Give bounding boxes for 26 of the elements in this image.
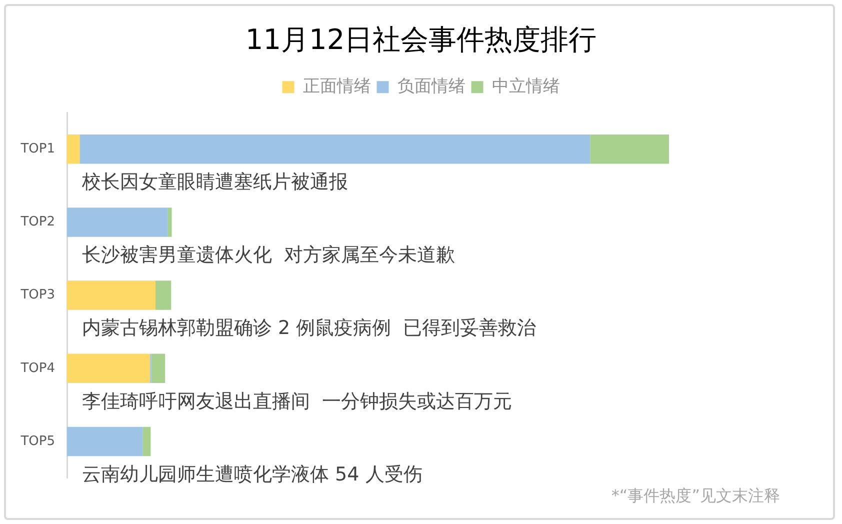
y-tick-label: TOP2: [20, 214, 55, 230]
legend-label: 中立情绪: [492, 76, 560, 97]
bar: [67, 280, 156, 310]
annotation: 李佳琦呼吁网友退出直播间 一分钟损失或达百万元: [82, 390, 512, 412]
bar: [67, 134, 80, 164]
bar: [67, 208, 168, 237]
bar: [590, 134, 669, 164]
annotation: 校长因女童眼睛遭塞纸片被通报: [81, 171, 348, 194]
annotation: 内蒙古锡林郭勒盟确诊 2 例鼠疫病例 已得到妥善救治: [82, 317, 536, 340]
bar: [155, 280, 172, 310]
y-tick-label: TOP3: [20, 288, 55, 303]
text: *“事件热度”见文末注释: [611, 486, 780, 506]
bar: [168, 208, 172, 237]
bar: [80, 134, 590, 164]
bar: [142, 426, 151, 456]
bar: [151, 354, 166, 383]
y-tick-label: TOP1: [20, 142, 55, 157]
annotation: 云南幼儿园师生遭喷化学液体 54 人受伤: [82, 463, 422, 486]
annotation: 长沙被害男童遗体火化 对方家属至今未道歉: [82, 244, 456, 266]
bar: [67, 426, 143, 456]
bar: [67, 354, 150, 383]
y-tick-label: TOP5: [20, 434, 55, 449]
chart-title: 11月12日社会事件热度排行: [245, 23, 597, 56]
legend-label: 负面情绪: [397, 76, 466, 97]
legend-label: 正面情绪: [302, 76, 371, 97]
y-tick-label: TOP4: [20, 360, 55, 376]
